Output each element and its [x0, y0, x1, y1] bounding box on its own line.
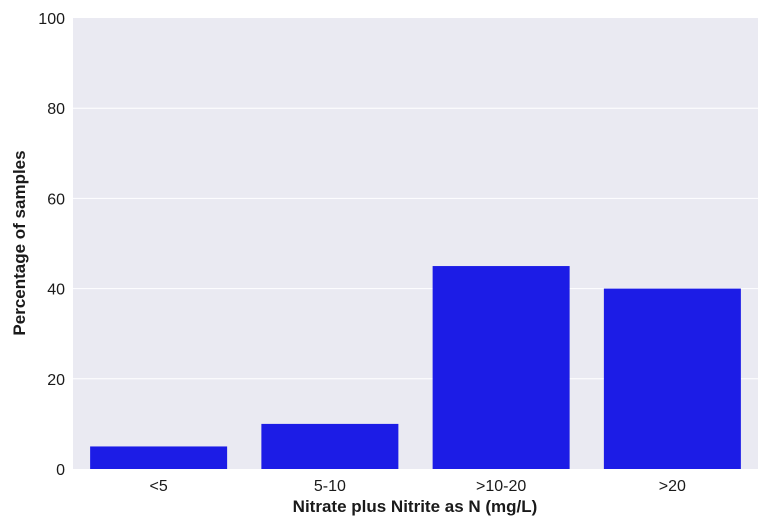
y-tick-labels: 0 20 40 60 80 100 — [38, 11, 65, 479]
y-tick-label: 20 — [47, 372, 65, 389]
y-tick-label: 80 — [47, 101, 65, 118]
y-axis-title: Percentage of samples — [10, 150, 29, 335]
x-tick-labels: <5 5-10 >10-20 >20 — [150, 478, 687, 495]
y-tick-label: 60 — [47, 191, 65, 208]
x-tick-label: >20 — [659, 478, 686, 495]
bar — [603, 288, 741, 469]
y-tick-label: 100 — [38, 11, 65, 28]
bar — [90, 446, 228, 469]
x-axis-title: Nitrate plus Nitrite as N (mg/L) — [293, 497, 538, 516]
x-tick-label: <5 — [150, 478, 168, 495]
y-tick-label: 0 — [56, 462, 65, 479]
bar — [432, 266, 570, 469]
y-tick-label: 40 — [47, 282, 65, 299]
x-tick-label: >10-20 — [476, 478, 526, 495]
x-tick-label: 5-10 — [314, 478, 346, 495]
bar — [261, 423, 399, 469]
bars — [90, 266, 741, 469]
